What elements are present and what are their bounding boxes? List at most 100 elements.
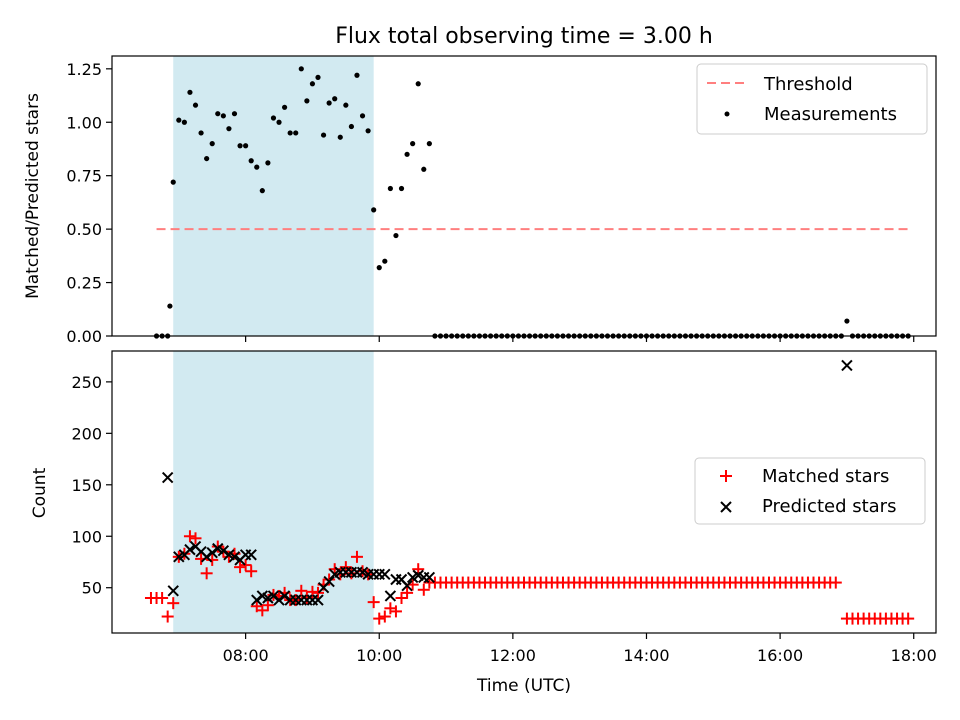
x-tick-label: 08:00 [223,646,269,665]
y-tick-label: 1.00 [66,113,102,132]
predicted-star-point [401,579,413,592]
legend-predicted-label: Predicted stars [762,496,896,517]
legend-threshold-label: Threshold [763,74,853,95]
y-tick-label: 250 [71,373,102,392]
bottom-legend: Matched stars Predicted stars [694,457,926,525]
matched-star-point [373,612,386,625]
y-tick-label: 1.25 [66,60,102,79]
predicted-star-point [167,585,179,597]
measurement-point [404,151,410,157]
matched-star-point [389,605,402,618]
x-tick-label: 12:00 [490,646,536,665]
matched-star-point [395,592,408,605]
measurement-point [231,111,238,117]
x-tick-label: 18:00 [891,646,937,665]
predicted-star-point [206,547,218,559]
matched-star-point [161,610,174,623]
bottom-plot-frame [111,350,937,634]
measurement-point [387,185,393,192]
measurement-point [315,74,321,80]
measurement-point [215,111,221,117]
matched-star-point [183,530,196,543]
measurement-point [332,96,338,102]
x-tick-label: 10:00 [356,646,402,665]
legend-matched-swatch [720,470,732,482]
predicted-star-point [251,594,263,606]
measurement-point [220,113,226,119]
measurement-point [243,143,249,149]
measurement-point [371,207,377,213]
y-tick-label: 0.50 [66,220,102,239]
measurement-point [320,132,327,138]
matched-star-point [156,592,169,605]
measurement-point [293,130,299,136]
measurement-point [248,158,254,164]
bottom-panel: 50 100 150 200 250 08:00 10:00 12:00 14:00 16:00… [30,350,937,696]
legend-matched-label: Matched stars [762,466,889,487]
y-tick-label: 200 [71,424,102,443]
x-tick-label: 16:00 [757,646,803,665]
predicted-star-point [267,590,280,602]
measurement-point [204,155,210,162]
measurement-point [382,258,388,264]
matched-star-point [902,612,915,625]
measurement-point [359,113,366,119]
measurement-point [198,130,204,136]
top-y-axis-label: Matched/Predicted stars [23,93,43,299]
measurement-point [354,72,360,78]
measurement-point [276,119,282,125]
measurement-point [237,143,243,149]
matched-star-point [261,599,274,612]
matched-star-point [234,561,247,574]
measurement-point [309,81,316,87]
matched-star-point [829,576,842,589]
legend-measurements-label: Measurements [764,104,897,125]
top-shaded-interval [173,56,374,336]
measurement-point [365,128,371,134]
predicted-star-point [841,359,853,372]
matched-star-point [245,565,258,578]
measurement-point [209,141,215,147]
measurement-point [844,318,850,324]
predicted-star-point [423,571,436,584]
measurement-point [393,232,399,239]
measurement-point [176,117,182,123]
measurement-point [254,164,260,170]
measurement-point [259,188,265,194]
bottom-shaded-interval [173,351,374,633]
predicted-star-point [312,594,324,606]
measurement-point [304,98,310,104]
measurement-point [181,119,187,125]
measurement-point [167,303,173,309]
predicted-star-point [278,590,291,602]
measurement-point [226,126,232,132]
matched-star-point [367,596,380,609]
predicted-star-point [200,551,213,563]
matched-star-point [350,550,363,563]
y-tick-label: 0.25 [66,274,102,293]
measurement-point [421,166,427,172]
y-tick-label: 0.75 [66,167,102,186]
x-tick-label: 14:00 [623,646,669,665]
measurement-point [348,123,355,130]
y-tick-label: 150 [71,476,102,495]
measurement-point [265,160,271,166]
chart-title: Flux total observing time = 3.00 h [335,24,713,49]
matched-star-point [239,559,252,572]
predicted-star-point [245,549,257,561]
predicted-star-point [161,471,174,484]
measurement-point [410,141,416,147]
y-tick-label: 0.00 [66,327,102,346]
measurement-point [415,81,421,87]
matched-star-point [167,597,180,610]
predicted-star-point [228,551,241,563]
measurement-point [398,185,405,192]
x-axis-label: Time (UTC) [476,676,571,696]
measurement-point [187,89,193,95]
matched-star-point [200,567,213,580]
legend-predicted-swatch [720,501,732,513]
predicted-star-point [379,568,391,581]
matched-star-point [417,583,430,596]
matched-star-point [256,604,269,617]
bottom-y-axis-label: Count [30,467,50,518]
